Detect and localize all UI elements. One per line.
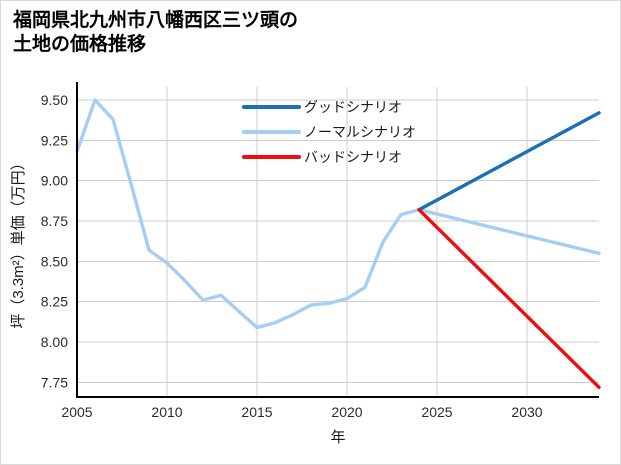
- x-axis-title: 年: [330, 429, 345, 446]
- series-line-bad: [417, 208, 601, 390]
- legend-label-normal-scenario: ノーマルシナリオ: [304, 124, 416, 140]
- y-tick-label: 9.25: [41, 132, 68, 148]
- axis-lines: [75, 82, 599, 399]
- y-tick-label: 9.50: [41, 92, 68, 108]
- y-axis-tick-labels: 7.75 8.00 8.25 8.50 8.75 9.00 9.25 9.50: [41, 92, 68, 391]
- legend-label-bad-scenario: バッドシナリオ: [304, 149, 402, 165]
- series-line-good: [417, 111, 601, 212]
- legend-label-good-scenario: グッドシナリオ: [304, 99, 402, 115]
- y-tick-label: 8.50: [41, 253, 68, 269]
- chart-legend: グッドシナリオ ノーマルシナリオ バッドシナリオ: [242, 99, 416, 165]
- y-tick-label: 8.75: [41, 213, 68, 229]
- x-tick-label: 2010: [151, 404, 182, 420]
- page-title: 福岡県北九州市八幡西区三ツ頭の 土地の価格推移: [13, 10, 299, 56]
- x-tick-label: 2015: [241, 404, 272, 420]
- y-tick-label: 7.75: [41, 374, 68, 390]
- y-tick-label: 8.00: [41, 334, 68, 350]
- data-series: [75, 98, 601, 390]
- y-tick-label: 8.25: [41, 294, 68, 310]
- x-tick-label: 2020: [331, 404, 362, 420]
- y-tick-label: 9.00: [41, 173, 68, 189]
- series-line-normal: [75, 98, 601, 330]
- x-tick-label: 2025: [421, 404, 452, 420]
- grid-lines: [76, 87, 599, 397]
- x-tick-label: 2030: [511, 404, 542, 420]
- x-axis-tick-labels: 2005 2010 2015 2020 2025 2030: [61, 404, 542, 420]
- y-axis-title: 坪（3.3m²）単価（万円）: [10, 155, 27, 328]
- x-tick-label: 2005: [61, 404, 92, 420]
